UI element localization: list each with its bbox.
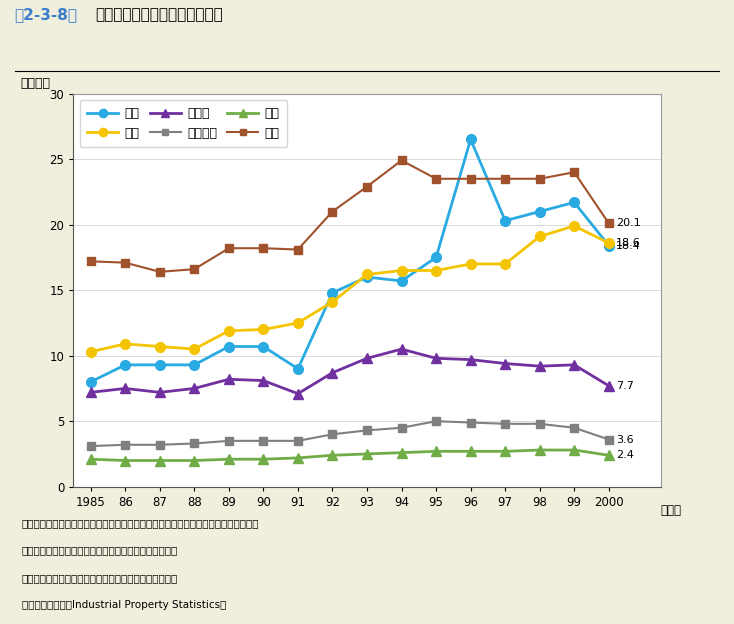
Text: 7.7: 7.7: [616, 381, 633, 391]
Text: 3.6: 3.6: [616, 434, 633, 444]
Text: 18.6: 18.6: [616, 238, 641, 248]
Text: 18.4: 18.4: [616, 241, 641, 251]
Text: 資料：特許庁「特許庁年報」、「特許行政年次報告書」: 資料：特許庁「特許庁年報」、「特許行政年次報告書」: [22, 573, 178, 583]
Text: 2.4: 2.4: [616, 451, 633, 461]
Text: （年）: （年）: [661, 504, 682, 517]
Text: 20.1: 20.1: [616, 218, 641, 228]
Text: 主要国の特許登録件数の推移: 主要国の特許登録件数の推移: [95, 7, 223, 22]
Text: 注）　１．特許権利者の国籍別に対自国及び対外国に登録がなされた件数の合計値。: 注） １．特許権利者の国籍別に対自国及び対外国に登録がなされた件数の合計値。: [22, 518, 259, 528]
Text: ２．ＥＵの数値は現在の加盟１５か国の合計値。: ２．ＥＵの数値は現在の加盟１５か国の合計値。: [22, 545, 178, 555]
Text: 第2-3-8図: 第2-3-8図: [15, 7, 78, 22]
Text: ＷＩＰＯ「Industrial Property Statistics」: ＷＩＰＯ「Industrial Property Statistics」: [22, 600, 226, 610]
Legend: 日本, 米国, ドイツ, フランス, 英国, ＥＵ: 日本, 米国, ドイツ, フランス, 英国, ＥＵ: [80, 100, 287, 147]
Text: （万件）: （万件）: [21, 77, 51, 90]
